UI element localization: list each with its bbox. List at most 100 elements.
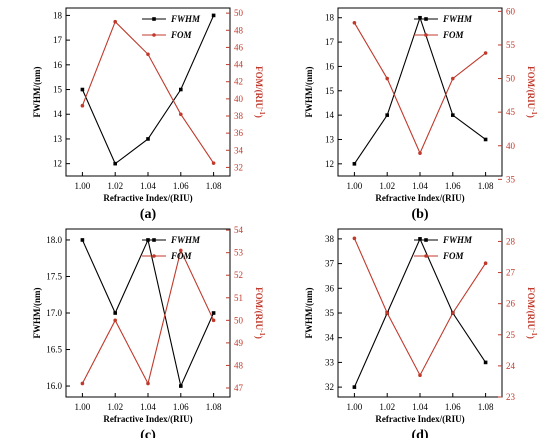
y2-tick-label: 60 (506, 6, 516, 16)
y2-tick-label: 44 (234, 60, 244, 70)
panel-caption: (d) (411, 428, 428, 438)
y2-axis-label-sup: -1 (530, 330, 538, 336)
data-point-fwhm (146, 137, 150, 141)
y-tick-label: 13 (325, 134, 335, 144)
y-tick-label: 33 (325, 357, 335, 367)
data-point-fom (80, 381, 85, 386)
y2-tick-label: 28 (506, 236, 516, 246)
data-point-fom (211, 318, 216, 323)
y2-tick-label: 45 (506, 107, 516, 117)
legend-marker-fom (152, 254, 156, 258)
x-tick-label: 1.00 (347, 402, 363, 412)
legend-marker-fwhm (152, 17, 156, 21)
data-point-fwhm (179, 87, 183, 92)
y2-tick-label: 40 (234, 94, 244, 104)
x-tick-label: 1.00 (347, 181, 363, 191)
y2-axis-label-end: ) (526, 336, 536, 339)
y2-axis-label: FOM/(RIU-1) (526, 287, 538, 339)
legend-marker-fwhm (424, 238, 428, 242)
y-tick-label: 13 (53, 134, 63, 144)
y-tick-label: 17 (325, 37, 335, 47)
data-point-fwhm (80, 238, 85, 242)
data-point-fwhm (483, 360, 488, 365)
x-axis-label: Refractive Index/(RIU) (103, 193, 192, 203)
series-line-fom (353, 238, 487, 377)
y2-tick-label: 52 (234, 270, 243, 280)
data-point-fwhm (113, 311, 117, 315)
data-point-fom (113, 19, 117, 24)
data-point-fwhm (179, 384, 183, 388)
y-tick-label: 16.0 (46, 381, 62, 391)
y-tick-label: 18 (53, 10, 63, 20)
data-point-fwhm (352, 162, 357, 166)
y-tick-label: 38 (325, 234, 335, 244)
x-tick-label: 1.04 (140, 402, 156, 412)
panel-b: 1.00 1.02 1.04 1.06 1.08 12 13 14 15 16 17 18 35 40 45… (304, 6, 538, 222)
y2-tick-label: 23 (506, 392, 516, 402)
x-tick-label: 1.00 (75, 402, 91, 412)
series-line-fom (81, 20, 215, 164)
y-tick-label: 37 (325, 259, 335, 269)
y2-axis-label-text: FOM/(RIU (254, 287, 264, 330)
data-point-fwhm (211, 13, 216, 18)
data-point-fwhm (352, 385, 357, 389)
x-axis-label: Refractive Index/(RIU) (103, 414, 192, 424)
y2-tick-label: 50 (234, 315, 244, 325)
panel-c: 1.00 1.02 1.04 1.06 1.08 16.0 16.5 17.0 17.5 18.0… (32, 225, 266, 438)
series-line-fwhm (353, 16, 486, 165)
y2-tick-label: 24 (506, 361, 516, 371)
data-point-fom (352, 20, 357, 25)
y2-tick-label: 26 (506, 299, 516, 309)
y2-axis-label-sup: -1 (258, 109, 266, 115)
x-tick-label: 1.04 (412, 402, 428, 412)
legend-marker-fom (152, 33, 156, 37)
x-tick-label: 1.02 (379, 402, 395, 412)
y-tick-label: 15 (325, 86, 335, 96)
data-point-fwhm (451, 113, 455, 117)
x-tick-label: 1.02 (107, 402, 123, 412)
y-tick-label: 14 (325, 110, 335, 120)
y2-axis-label-sup: -1 (258, 330, 266, 336)
y-tick-label: 12 (325, 159, 334, 169)
data-point-fwhm (113, 161, 117, 166)
y2-axis-label-text: FOM/(RIU (254, 66, 264, 109)
y2-tick-label: 49 (234, 338, 244, 348)
panel-caption: (b) (411, 207, 428, 222)
y2-tick-label: 48 (234, 25, 244, 35)
y-tick-label: 34 (325, 333, 335, 343)
legend-label-fwhm: FWHM (442, 235, 473, 245)
legend-label-fwhm: FWHM (442, 14, 473, 24)
y2-axis-label: FOM/(RIU-1) (254, 66, 266, 118)
y-axis-label: FWHM/(nm) (304, 288, 314, 339)
x-tick-label: 1.08 (478, 402, 494, 412)
series-line-fwhm (353, 237, 487, 388)
data-point-fom (451, 311, 455, 315)
y-tick-label: 16 (325, 61, 335, 71)
x-tick-label: 1.08 (206, 181, 222, 191)
data-point-fwhm (385, 113, 389, 117)
legend-label-fom: FOM (170, 251, 193, 261)
data-point-fom (352, 236, 357, 241)
y2-axis-label-text: FOM/(RIU (526, 66, 536, 109)
y2-tick-label: 25 (506, 330, 516, 340)
data-point-fom (146, 52, 150, 57)
data-point-fom (418, 151, 422, 155)
x-tick-label: 1.08 (206, 402, 222, 412)
data-point-fwhm (418, 15, 422, 20)
y2-tick-label: 42 (234, 77, 243, 87)
x-tick-label: 1.06 (173, 402, 189, 412)
x-tick-label: 1.04 (412, 181, 428, 191)
y2-tick-label: 40 (506, 141, 516, 151)
x-tick-label: 1.06 (445, 181, 461, 191)
y2-axis-label-sup: -1 (530, 109, 538, 115)
data-point-fwhm (211, 311, 216, 315)
data-point-fom (483, 261, 488, 266)
legend-label-fwhm: FWHM (170, 235, 201, 245)
y-tick-label: 17 (53, 35, 63, 45)
y-tick-label: 14 (53, 109, 63, 119)
y2-tick-label: 50 (234, 8, 244, 18)
y2-tick-label: 34 (234, 145, 244, 155)
data-point-fwhm (483, 137, 488, 142)
y2-tick-label: 35 (506, 174, 516, 184)
